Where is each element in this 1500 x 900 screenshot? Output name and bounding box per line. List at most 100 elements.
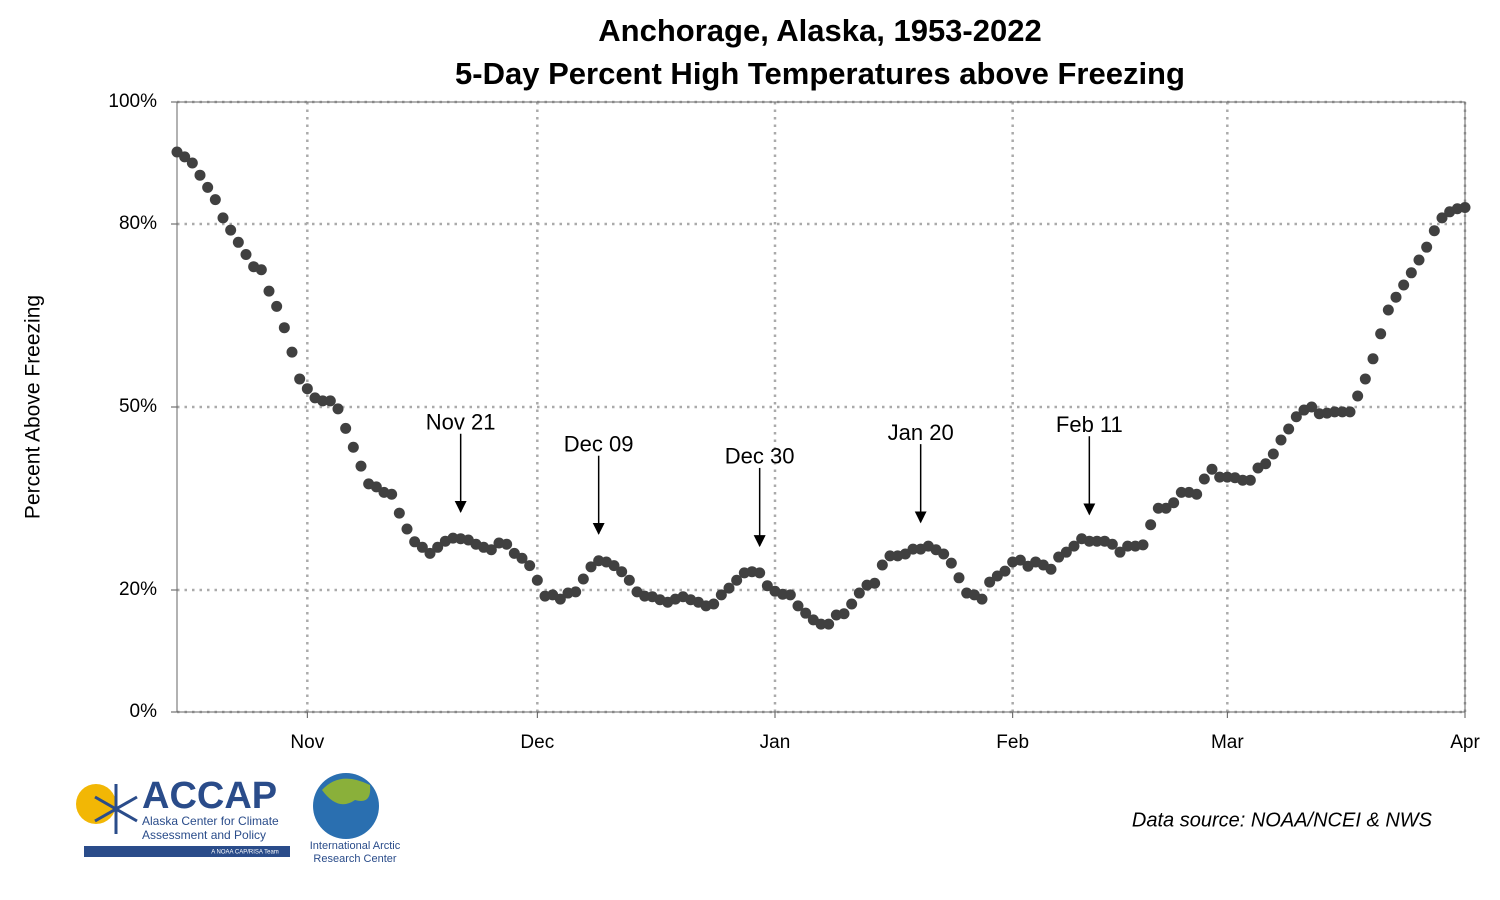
data-point (1083, 535, 1095, 547)
data-point (1060, 546, 1072, 558)
data-point (516, 552, 528, 564)
data-point (838, 608, 850, 620)
accap-line: Assessment and Policy (142, 828, 266, 842)
data-point (240, 249, 252, 260)
data-point (531, 574, 543, 586)
data-point (1428, 225, 1440, 237)
data-point (815, 618, 827, 630)
data-point (1459, 202, 1471, 214)
data-point (217, 212, 229, 224)
data-point (1114, 546, 1126, 558)
data-point (1206, 463, 1218, 475)
data-point (1398, 279, 1410, 291)
data-point (1421, 241, 1433, 253)
data-point (393, 507, 405, 519)
data-point (1306, 401, 1318, 413)
data-point (1367, 353, 1379, 365)
data-point (524, 560, 536, 572)
data-point (984, 576, 996, 588)
data-point (1237, 474, 1249, 486)
data-point (577, 573, 589, 585)
data-point (1214, 471, 1226, 483)
iarc-line: International Arctic (310, 840, 401, 852)
data-point (884, 550, 896, 562)
data-point (355, 460, 367, 472)
data-point (1045, 563, 1057, 575)
data-point (1244, 474, 1256, 486)
y-axis-label: Percent Above Freezing (22, 295, 45, 519)
data-point (761, 580, 773, 592)
data-point (907, 543, 919, 555)
data-point (409, 536, 421, 548)
iarc-logo: International Arctic Research Center (310, 773, 401, 865)
data-point (340, 422, 352, 434)
data-point (324, 395, 336, 407)
data-point (1014, 554, 1026, 566)
snowflake-icon (94, 784, 138, 834)
data-point (945, 557, 957, 569)
data-point (1106, 538, 1118, 550)
data-point (976, 593, 988, 605)
annotation: Jan 20 (888, 420, 954, 445)
data-point (1198, 473, 1210, 485)
x-tick-label: Feb (996, 732, 1029, 753)
data-point (332, 403, 344, 415)
data-point (294, 373, 306, 385)
data-point (1283, 423, 1295, 435)
data-point (823, 618, 835, 630)
accap-line: Alaska Center for Climate (142, 814, 279, 828)
data-point (853, 587, 865, 599)
data-point (1436, 212, 1448, 224)
data-point (1122, 540, 1134, 552)
data-point (1175, 486, 1187, 498)
data-point (416, 541, 428, 553)
data-point (554, 593, 566, 605)
globe-land (322, 778, 371, 805)
plot-frame (176, 101, 1466, 713)
data-point (846, 598, 858, 610)
iarc-line: Research Center (313, 853, 396, 865)
data-point (485, 544, 497, 556)
y-tick-label: 20% (119, 579, 157, 600)
data-point (301, 383, 313, 395)
data-point (792, 600, 804, 612)
data-point (1160, 502, 1172, 514)
data-point (1405, 267, 1417, 279)
data-point (186, 157, 198, 169)
data-point (1145, 519, 1157, 531)
annotation: Feb 11 (1056, 412, 1123, 437)
data-point (194, 169, 206, 181)
chart-subtitle: 5-Day Percent High Temperatures above Fr… (455, 56, 1185, 91)
data-point (501, 538, 513, 550)
data-point (585, 561, 597, 573)
y-tick-label: 80% (119, 213, 157, 234)
x-tick-label: Mar (1211, 732, 1244, 753)
data-point (876, 559, 888, 571)
data-point (1352, 390, 1364, 402)
data-point (1336, 406, 1348, 418)
data-point (1359, 373, 1371, 385)
y-tick-label: 100% (108, 91, 157, 112)
data-point (570, 586, 582, 598)
data-point (209, 194, 221, 206)
accap-bar (84, 846, 290, 857)
source-note: Data source: NOAA/NCEI & NWS (1132, 809, 1433, 831)
x-tick-label: Jan (760, 732, 791, 753)
data-point (1191, 488, 1203, 500)
data-point (347, 441, 359, 453)
data-point (708, 598, 720, 610)
data-point (271, 300, 283, 312)
data-point (202, 181, 214, 193)
accap-logo: ACCAP Alaska Center for Climate Assessme… (76, 775, 290, 857)
data-point (715, 589, 727, 601)
data-point (1091, 535, 1103, 547)
data-point (731, 574, 743, 586)
data-point (1260, 458, 1272, 470)
data-point (370, 481, 382, 493)
x-tick-label: Dec (520, 732, 554, 753)
annotation: Dec 30 (725, 444, 795, 469)
data-point (317, 395, 329, 407)
data-point (1137, 539, 1149, 551)
data-point (424, 547, 436, 559)
